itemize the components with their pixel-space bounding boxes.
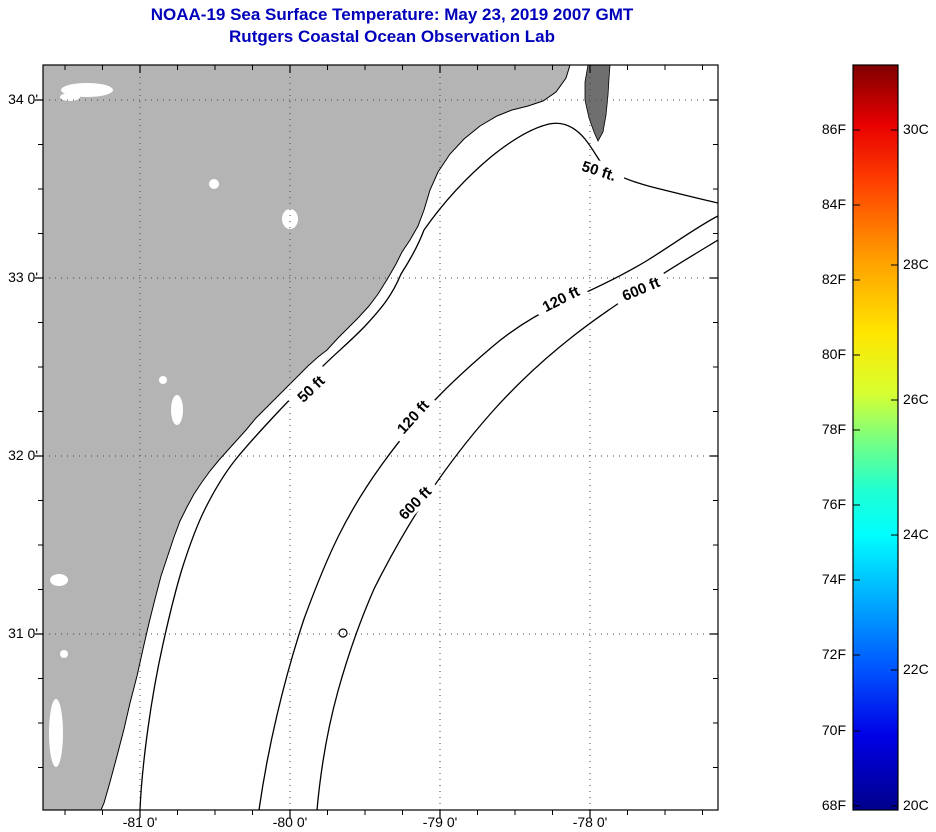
land-area [43,65,571,810]
map-frame [42,64,719,811]
x-axis-minor-ticks-top [64,65,703,70]
x-axis-label-81: -81 0' [123,814,158,830]
x-axis-label-80: -80 0' [273,814,308,830]
colorbar-label-86f: 86F [822,121,846,137]
x-axis-label-78: -78 0' [573,814,608,830]
y-axis-label-32: 32 0' [8,447,38,463]
x-axis-label-79: -79 0' [423,814,458,830]
y-axis-minor-ticks-left [38,144,43,768]
colorbar-label-28c: 28C [903,256,929,272]
x-axis-major-ticks-bottom [139,810,591,818]
colorbar-label-80f: 80F [822,346,846,362]
colorbar-label-22c: 22C [903,661,929,677]
colorbar-label-68f: 68F [822,797,846,813]
y-axis-major-ticks-left [35,99,43,635]
small-closed-contour [338,628,348,638]
y-axis-major-ticks-right [710,99,718,635]
colorbar-label-24c: 24C [903,526,929,542]
depth-contour-50ft-north [423,122,718,231]
colorbar-label-78f: 78F [822,421,846,437]
colorbar-ticks-celsius [891,129,898,807]
colorbar-label-76f: 76F [822,496,846,512]
colorbar-label-72f: 72F [822,646,846,662]
colorbar-label-70f: 70F [822,722,846,738]
colorbar-ticks-fahrenheit [853,129,860,807]
y-axis-label-33: 33 0' [8,269,38,285]
cape-landmass [584,65,611,142]
y-axis-label-31: 31 0' [8,625,38,641]
y-axis-label-34: 34 0' [8,91,38,107]
x-axis-minor-ticks-bottom [64,810,703,815]
colorbar-label-82f: 82F [822,271,846,287]
colorbar-label-20c: 20C [903,797,929,813]
colorbar-label-84f: 84F [822,196,846,212]
colorbar-label-26c: 26C [903,391,929,407]
y-axis-minor-ticks-right [713,144,718,768]
colorbar-label-30c: 30C [903,121,929,137]
depth-contour-50ft-south [139,229,425,810]
map-subtitle: Rutgers Coastal Ocean Observation Lab [229,27,555,46]
cloud-patches [49,83,298,767]
longitude-gridlines [139,65,591,810]
temperature-colorbar [852,64,899,811]
map-title: NOAA-19 Sea Surface Temperature: May 23,… [151,5,634,24]
x-axis-major-ticks-top [139,65,591,73]
colorbar-label-74f: 74F [822,571,846,587]
